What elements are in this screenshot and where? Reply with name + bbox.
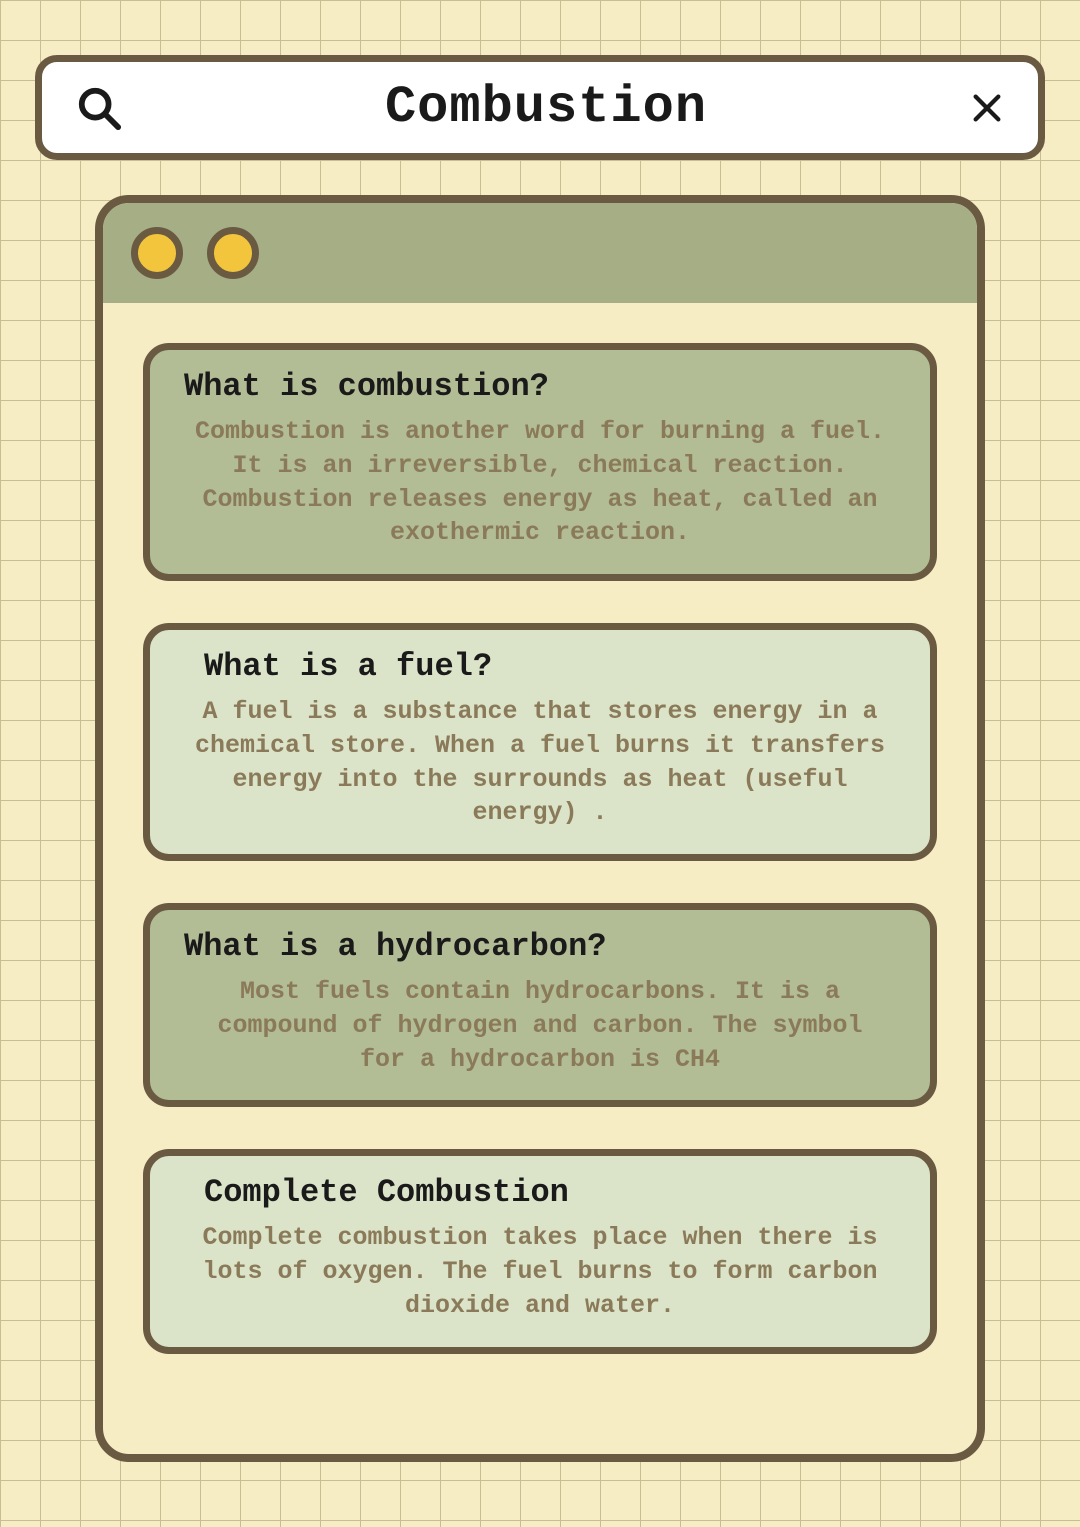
card-heading: Complete Combustion [204, 1174, 902, 1211]
search-bar: Combustion [35, 55, 1045, 160]
card-body: Complete combustion takes place when the… [178, 1221, 902, 1322]
close-icon [970, 91, 1004, 125]
card-body: Combustion is another word for burning a… [178, 415, 902, 550]
window-dot [207, 227, 259, 279]
search-icon [76, 85, 122, 131]
card-heading: What is combustion? [184, 368, 902, 405]
card-body: A fuel is a substance that stores energy… [178, 695, 902, 830]
window-dot [131, 227, 183, 279]
card-hydrocarbon: What is a hydrocarbon? Most fuels contai… [143, 903, 937, 1107]
card-combustion: What is combustion? Combustion is anothe… [143, 343, 937, 581]
card-fuel: What is a fuel? A fuel is a substance th… [143, 623, 937, 861]
card-body: Most fuels contain hydrocarbons. It is a… [178, 975, 902, 1076]
content-window: What is combustion? Combustion is anothe… [95, 195, 985, 1462]
window-body: What is combustion? Combustion is anothe… [103, 303, 977, 1454]
page-title: Combustion [122, 78, 970, 137]
card-complete-combustion: Complete Combustion Complete combustion … [143, 1149, 937, 1353]
card-heading: What is a fuel? [204, 648, 902, 685]
window-header [103, 203, 977, 303]
card-heading: What is a hydrocarbon? [184, 928, 902, 965]
